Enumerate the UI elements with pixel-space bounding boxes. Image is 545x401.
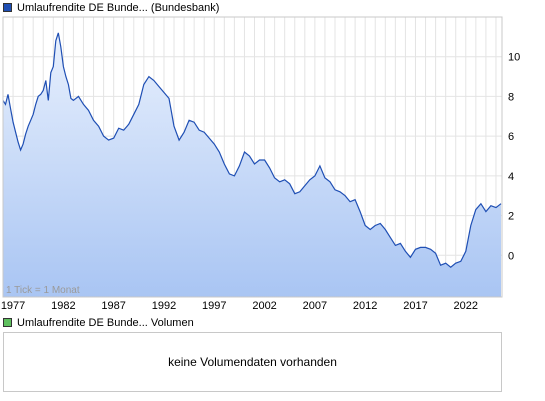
x-tick-label: 1982	[51, 300, 75, 312]
x-tick-label: 2017	[403, 300, 427, 312]
price-line	[2, 32, 502, 268]
x-tick-label: 1987	[101, 300, 125, 312]
volume-legend-label: Umlaufrendite DE Bunde... Volumen	[17, 317, 194, 329]
axis-ticks: 0 2 4 6 8 10 1977 1982 1987 1992 1997 2002 2007 2012 2…	[1, 52, 520, 312]
x-tick-label: 2007	[303, 300, 327, 312]
price-legend-label: Umlaufrendite DE Bunde... (Bundesbank)	[17, 2, 220, 14]
price-chart: 0 2 4 6 8 10 1977 1982 1987 1992 1997 2002 2007 2012 2…	[1, 16, 520, 312]
price-area-fill	[3, 32, 501, 298]
y-tick-label: 0	[508, 250, 514, 262]
x-tick-label: 2002	[252, 300, 276, 312]
x-tick-label: 1992	[152, 300, 176, 312]
volume-panel: keine Volumendaten vorhanden	[3, 332, 502, 392]
y-tick-label: 10	[508, 52, 520, 64]
volume-legend-swatch	[3, 318, 12, 327]
y-tick-label: 4	[508, 171, 514, 183]
x-tick-label: 2022	[454, 300, 478, 312]
tick-interval-note: 1 Tick = 1 Monat	[6, 285, 80, 296]
volume-legend: Umlaufrendite DE Bunde... Volumen	[3, 317, 194, 330]
y-tick-label: 2	[508, 211, 514, 223]
volume-empty-message: keine Volumendaten vorhanden	[168, 355, 337, 369]
plot-border	[2, 16, 503, 298]
price-legend: Umlaufrendite DE Bunde... (Bundesbank)	[3, 2, 219, 15]
x-tick-label: 2012	[353, 300, 377, 312]
x-tick-label: 1997	[202, 300, 226, 312]
y-tick-label: 8	[508, 91, 514, 103]
y-tick-label: 6	[508, 131, 514, 143]
price-legend-swatch	[3, 3, 12, 12]
x-tick-label: 1977	[1, 300, 25, 312]
